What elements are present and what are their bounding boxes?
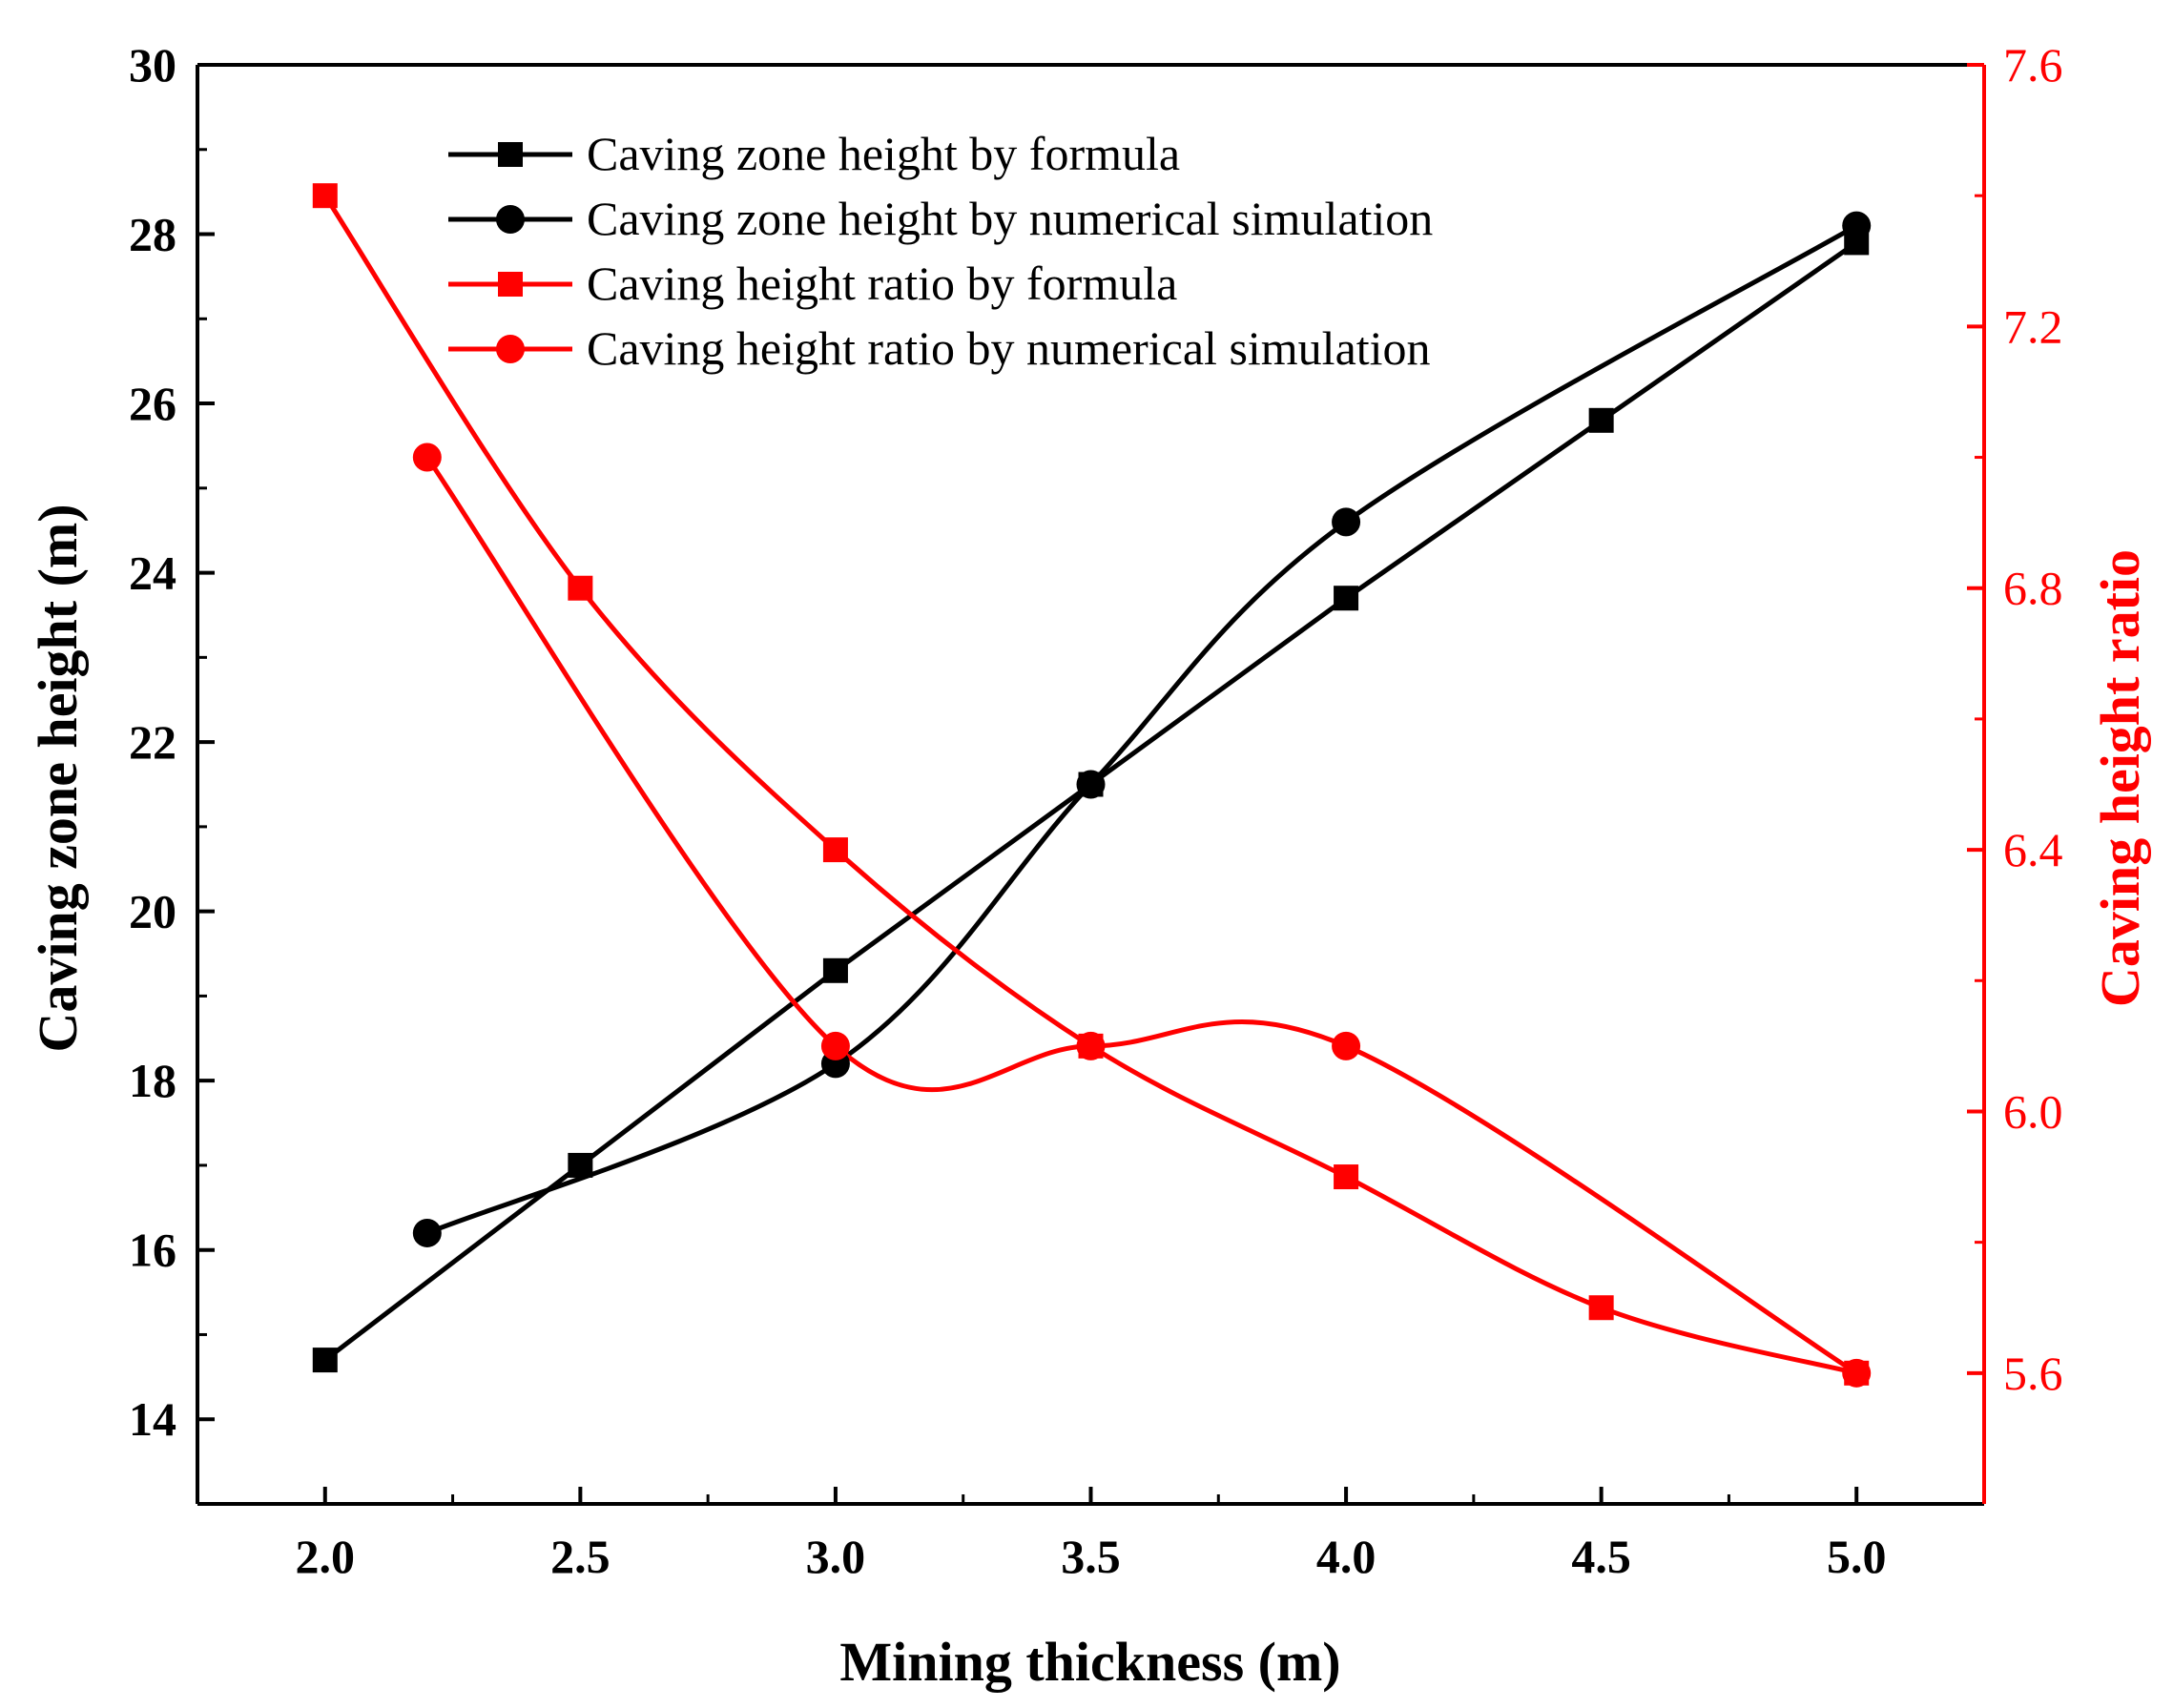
plot-frame: 2.0 2.5 3.0 3.5 4.0 4.5 5.0 14 16 18 20 22 24 26 28 30 5…: [129, 38, 2063, 1583]
x-tick-label: 2.0: [296, 1530, 356, 1583]
data-point: [1842, 1358, 1872, 1388]
data-point: [1588, 1295, 1614, 1321]
markers-layer: [312, 183, 1872, 1388]
y-right-tick-label: 5.6: [2003, 1347, 2063, 1400]
series-line-3: [322, 194, 1857, 1376]
y-right-axis-title: Caving height ratio: [2089, 549, 2151, 1007]
legend-marker: [498, 272, 523, 297]
y-left-tick-label: 16: [129, 1224, 176, 1277]
x-tick-label: 5.0: [1827, 1530, 1887, 1583]
legend-label: Caving zone height by formula: [587, 127, 1180, 180]
legend-marker: [498, 142, 523, 167]
data-point: [1334, 1164, 1359, 1190]
data-point: [412, 442, 442, 472]
data-point: [312, 183, 338, 209]
series-line-4: [424, 456, 1858, 1375]
y-left-tick-label: 28: [129, 208, 176, 261]
data-point: [822, 957, 848, 983]
data-point: [1332, 507, 1361, 537]
legend-label: Caving height ratio by formula: [587, 257, 1177, 310]
legend: Caving zone height by formula Caving zone…: [448, 127, 1433, 375]
y-left-tick-label: 26: [129, 377, 176, 430]
legend-label: Caving height ratio by numerical simulat…: [587, 321, 1431, 375]
y-left-tick-label: 18: [129, 1054, 176, 1107]
y-left-tick-label: 24: [129, 546, 176, 600]
data-point: [822, 837, 848, 863]
y-right-tick-label: 7.2: [2003, 299, 2063, 353]
series-line-2: [425, 223, 1858, 1236]
x-tick-label: 3.0: [806, 1530, 866, 1583]
y-left-tick-label: 14: [129, 1392, 176, 1446]
legend-marker: [496, 335, 525, 363]
data-point: [1842, 211, 1872, 240]
y-right-tick-label: 7.6: [2003, 38, 2063, 92]
data-point: [412, 1218, 442, 1247]
data-point: [1076, 770, 1106, 799]
x-tick-label: 3.5: [1061, 1530, 1121, 1583]
data-point: [312, 1348, 338, 1373]
x-tick-label: 2.5: [550, 1530, 611, 1583]
series-line-1: [323, 240, 1858, 1363]
legend-label: Caving zone height by numerical simulati…: [587, 192, 1433, 245]
legend-marker: [496, 205, 525, 234]
data-point: [568, 575, 593, 601]
data-point: [568, 1152, 593, 1178]
y-right-tick-label: 6.4: [2003, 823, 2063, 876]
data-point: [1332, 1031, 1361, 1060]
x-tick-label: 4.0: [1316, 1530, 1376, 1583]
y-right-tick-label: 6.0: [2003, 1084, 2063, 1138]
y-right-tick-label: 6.8: [2003, 562, 2063, 615]
x-tick-label: 4.5: [1571, 1530, 1631, 1583]
x-axis-title: Mining thickness (m): [839, 1631, 1340, 1693]
y-left-axis-title: Caving zone height (m): [27, 504, 89, 1052]
data-point: [1588, 407, 1614, 433]
data-point: [1076, 1031, 1106, 1060]
y-left-tick-label: 22: [129, 715, 176, 769]
y-left-tick-label: 20: [129, 885, 176, 938]
data-point: [820, 1031, 850, 1060]
y-left-tick-label: 30: [129, 38, 176, 92]
data-point: [1334, 586, 1359, 611]
